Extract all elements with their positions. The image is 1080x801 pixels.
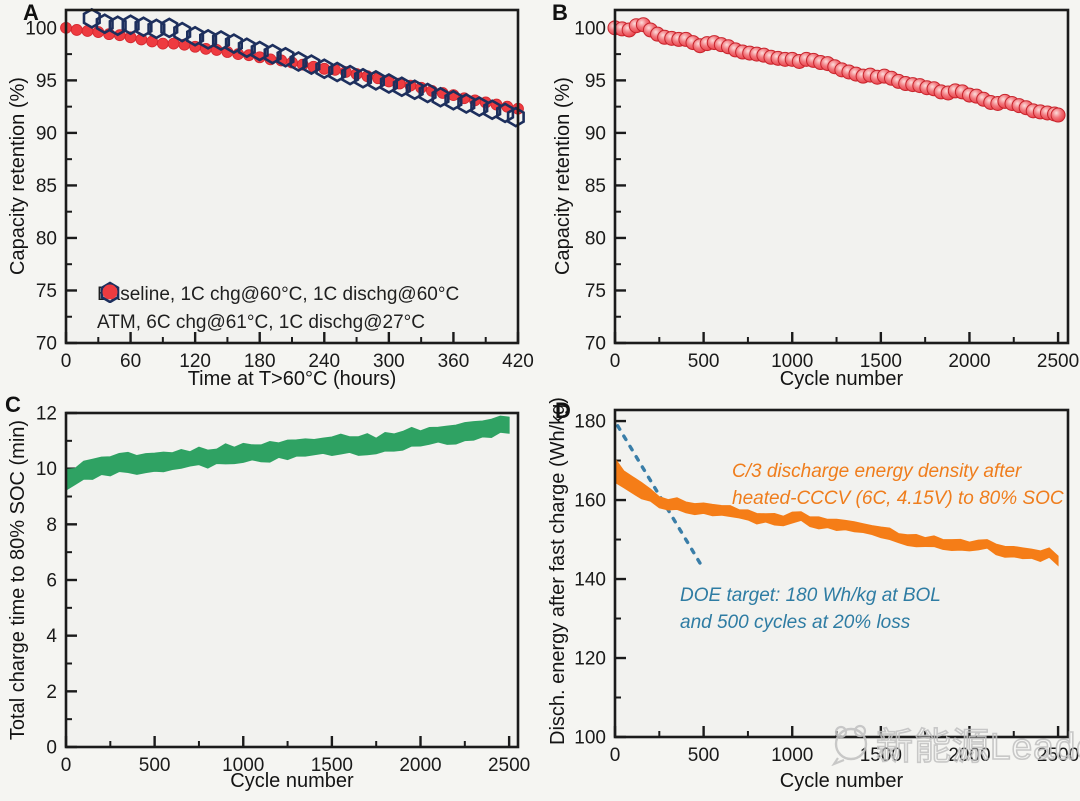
y-tick-label: 160	[574, 491, 606, 512]
y-tick-label: 100	[574, 728, 606, 749]
doe-target-annotation: DOE target: 180 Wh/kg at BOL and 500 cyc…	[680, 582, 941, 636]
x-tick-label: 60	[120, 351, 141, 372]
discharge-energy-annotation: C/3 discharge energy density after heate…	[732, 458, 1064, 512]
y-tick-label: 10	[36, 459, 57, 480]
panel-a-xaxis-title: Time at T>60°C (hours)	[187, 368, 397, 390]
y-tick-label: 70	[36, 334, 57, 355]
panel-d-xaxis-title: Cycle number	[779, 770, 904, 792]
y-tick-label: 75	[36, 281, 57, 302]
legend-baseline-label: Baseline, 1C chg@60°C, 1C dischg@60°C	[97, 284, 460, 305]
x-tick-label: 2000	[399, 755, 441, 776]
panel-a: 0 60 120 180 240 300 360 420 70 75 80 85 90 95 100 A C…	[0, 0, 540, 401]
panel-d: 0 500 1000 1500 2000 2500 100 120 140 160 180 D Di…	[540, 397, 1080, 801]
y-tick-label: 95	[36, 71, 57, 92]
panel-d-yaxis-title: Disch. energy after fast charge (Wh/kg)	[547, 397, 569, 745]
y-tick-label: 80	[585, 228, 606, 249]
x-tick-label: 120	[179, 351, 211, 372]
discharge-energy-annotation-line1: C/3 discharge energy density after	[732, 461, 1022, 482]
y-tick-label: 70	[585, 334, 606, 355]
y-tick-label: 2	[46, 682, 57, 703]
x-tick-label: 1000	[771, 745, 813, 766]
x-tick-label: 500	[688, 351, 720, 372]
x-tick-label: 500	[139, 755, 171, 776]
y-tick-label: 85	[36, 176, 57, 197]
y-tick-label: 120	[574, 649, 606, 670]
baseline-hexagon-marker-icon	[100, 281, 120, 303]
panel-b-yaxis-title: Capacity retention (%)	[552, 77, 574, 275]
panel-c-canvas: 0 500 1000 1500 2000 2500 0 2 4 6 8 10 12	[36, 404, 530, 777]
panel-d-canvas: 0 500 1000 1500 2000 2500 100 120 140 160 180	[574, 408, 1079, 766]
panel-b-canvas: 0 500 1000 1500 2000 2500 70 75 80 85 90 95 100	[574, 8, 1079, 372]
x-tick-label: 2500	[1037, 745, 1079, 766]
y-tick-label: 100	[25, 18, 57, 39]
y-tick-label: 140	[574, 570, 606, 591]
panel-c-yaxis-title: Total charge time to 80% SOC (min)	[7, 419, 29, 741]
y-tick-label: 8	[46, 515, 57, 536]
panel-a-canvas: 0 60 120 180 240 300 360 420 70 75 80 85 90 95 100	[25, 7, 534, 372]
x-tick-label: 0	[61, 755, 72, 776]
y-tick-label: 90	[585, 123, 606, 144]
y-tick-label: 85	[585, 176, 606, 197]
y-tick-label: 6	[46, 571, 57, 592]
x-tick-label: 360	[438, 351, 470, 372]
x-tick-label: 2500	[488, 755, 530, 776]
x-tick-label: 500	[688, 745, 720, 766]
x-tick-label: 0	[610, 351, 621, 372]
x-tick-label: 1500	[311, 755, 353, 776]
y-tick-label: 100	[574, 18, 606, 39]
x-tick-label: 2500	[1037, 351, 1079, 372]
panel-c-xaxis-title: Cycle number	[230, 770, 354, 792]
x-tick-label: 2000	[948, 745, 990, 766]
y-tick-label: 180	[574, 412, 606, 433]
panel-b-label: B	[552, 0, 568, 25]
x-tick-label: 300	[373, 351, 405, 372]
legend-atm-label: ATM, 6C chg@61°C, 1C dischg@27°C	[97, 312, 425, 333]
x-tick-label: 240	[308, 351, 340, 372]
panel-d-label: D	[555, 398, 571, 423]
panel-c: 0 500 1000 1500 2000 2500 0 2 4 6 8 10 12 C Total ch…	[0, 392, 540, 801]
x-tick-label: 0	[61, 351, 72, 372]
x-tick-label: 1500	[860, 745, 902, 766]
y-tick-label: 0	[46, 738, 57, 759]
x-tick-label: 420	[502, 351, 534, 372]
panel-b: 0 500 1000 1500 2000 2500 70 75 80 85 90 95 100 B Ca…	[540, 0, 1080, 401]
panel-b-xaxis-title: Cycle number	[779, 368, 904, 390]
x-tick-label: 1000	[222, 755, 264, 776]
y-tick-label: 12	[36, 404, 57, 425]
y-tick-label: 95	[585, 71, 606, 92]
atm-circle-marker-icon	[102, 284, 118, 300]
y-tick-label: 90	[36, 123, 57, 144]
legend-row-baseline: Baseline, 1C chg@60°C, 1C dischg@60°C	[97, 281, 459, 309]
y-tick-label: 80	[36, 228, 57, 249]
x-tick-label: 2000	[948, 351, 990, 372]
panel-a-label: A	[23, 0, 39, 25]
doe-target-annotation-line1: DOE target: 180 Wh/kg at BOL	[680, 585, 941, 606]
legend-row-atm: ATM, 6C chg@61°C, 1C dischg@27°C	[97, 284, 459, 337]
x-tick-label: 180	[244, 351, 276, 372]
discharge-energy-annotation-line2: heated-CCCV (6C, 4.15V) to 80% SOC	[732, 488, 1064, 509]
panel-a-yaxis-title: Capacity retention (%)	[7, 77, 29, 275]
y-tick-label: 4	[46, 626, 57, 647]
legend: Baseline, 1C chg@60°C, 1C dischg@60°C AT…	[97, 281, 459, 337]
x-tick-label: 0	[610, 745, 621, 766]
x-tick-label: 1500	[860, 351, 902, 372]
y-tick-label: 75	[585, 281, 606, 302]
x-tick-label: 1000	[771, 351, 813, 372]
doe-target-annotation-line2: and 500 cycles at 20% loss	[680, 612, 911, 633]
panel-c-label: C	[5, 392, 21, 417]
